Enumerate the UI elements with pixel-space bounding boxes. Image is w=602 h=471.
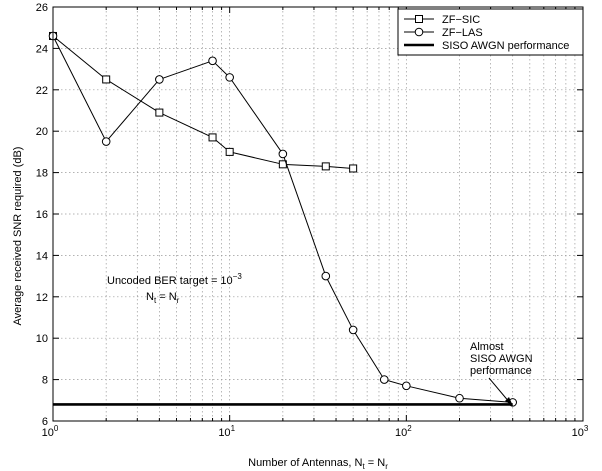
legend-marker-square — [415, 15, 423, 23]
x-tick-label-exponent: 3 — [584, 424, 589, 433]
series-zf-las-point — [321, 271, 331, 281]
ber-target-text: Uncoded BER target = 10 — [107, 275, 233, 287]
x-axis-label-main: Number of Antennas, N — [248, 457, 362, 469]
y-tick-label: 12 — [36, 292, 48, 304]
x-axis-label-mid: = N — [365, 457, 386, 469]
x-tick-label: 101 — [218, 424, 235, 439]
series-zf-sic-point — [349, 164, 358, 173]
legend-label-zf-las: ZF−LAS — [442, 27, 483, 39]
y-tick-labels: 6 8 10 12 14 16 18 20 22 24 26 — [36, 2, 48, 428]
nt-sub: t — [154, 296, 157, 305]
series-zf-sic-point — [102, 75, 111, 84]
y-axis-label: Average received SNR required (dB) — [12, 147, 24, 326]
y-tick-label: 8 — [42, 375, 48, 387]
y-tick-label: 22 — [36, 85, 48, 97]
x-tick-label: 103 — [572, 424, 589, 439]
series-zf-las-point — [455, 393, 464, 403]
x-tick-label-base: 10 — [42, 427, 54, 439]
x-tick-labels: 100 101 102 103 — [42, 424, 589, 439]
x-tick-label-exponent: 2 — [407, 424, 412, 433]
ber-target-exponent: −3 — [233, 272, 243, 281]
plot-frame — [52, 6, 584, 422]
series-zf-sic-point — [321, 162, 330, 171]
x-tick-label-base: 10 — [218, 427, 230, 439]
almost-siso-arrow — [488, 377, 511, 404]
y-tick-label: 18 — [36, 168, 48, 180]
almost-siso-line-3: performance — [470, 365, 532, 377]
series-zf-las-point — [155, 75, 164, 84]
almost-siso-line-2: SISO AWGN — [470, 353, 533, 365]
legend-label-siso: SISO AWGN performance — [442, 40, 569, 52]
y-tick-label: 20 — [36, 126, 48, 138]
series-zf-las-point — [101, 137, 111, 146]
series-zf-sic-point — [208, 133, 217, 142]
series-zf-las-point — [379, 375, 389, 384]
x-axis-label-sub-r: r — [385, 462, 388, 471]
ber-target-annotation: Uncoded BER target = 10−3 — [107, 272, 242, 287]
x-tick-label-base: 10 — [395, 427, 407, 439]
y-tick-label: 26 — [36, 2, 48, 14]
legend-marker-circle — [414, 27, 424, 37]
y-tick-label: 10 — [36, 333, 48, 345]
x-tick-label-exponent: 0 — [54, 424, 59, 433]
y-tick-label: 6 — [42, 416, 48, 428]
y-tick-label: 24 — [36, 43, 48, 55]
grid-lines — [53, 7, 583, 421]
almost-siso-arrowhead — [505, 397, 513, 406]
series-zf-las-point — [208, 56, 217, 66]
nt-mid: = N — [156, 291, 177, 303]
series-zf-sic-line — [52, 35, 354, 169]
series-zf-las-point — [278, 149, 288, 159]
series-zf-las-line — [52, 35, 513, 403]
nt-letter: N — [146, 291, 154, 303]
x-axis-label: Number of Antennas, Nt = Nr — [248, 457, 388, 471]
x-tick-label: 102 — [395, 424, 412, 439]
x-tick-label: 100 — [42, 424, 59, 439]
legend-label-zf-sic: ZF−SIC — [442, 14, 480, 26]
nt-nr-annotation: Nt = Nr — [146, 291, 180, 305]
legend: ZF−SIC ZF−LAS SISO AWGN performance — [397, 8, 584, 56]
x-axis-label-sub-t: t — [362, 462, 365, 471]
nr-sub: r — [177, 296, 180, 305]
series-zf-sic-point — [225, 147, 234, 156]
y-tick-label: 16 — [36, 209, 48, 221]
series-zf-las-point — [348, 325, 358, 335]
series-zf-las-point — [402, 381, 411, 391]
y-tick-label: 14 — [36, 250, 48, 262]
series-zf-las-point — [225, 73, 234, 82]
x-tick-label-exponent: 1 — [231, 424, 236, 433]
almost-siso-line-1: Almost — [470, 341, 504, 353]
x-tick-label-base: 10 — [572, 427, 584, 439]
series-zf-sic-point — [155, 108, 164, 117]
